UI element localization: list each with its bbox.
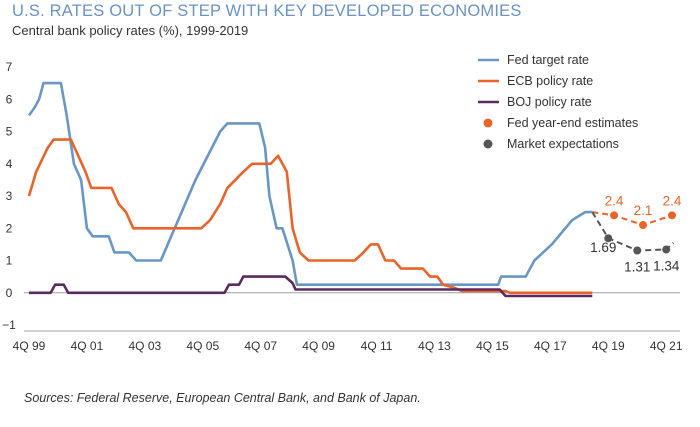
data-point <box>639 221 648 230</box>
y-tick-label: 7 <box>6 60 13 74</box>
series-line <box>27 81 593 286</box>
x-tick-label: 4Q 01 <box>71 339 104 353</box>
x-tick-label: 4Q 13 <box>418 339 451 353</box>
y-tick-label: 4 <box>6 157 13 171</box>
data-label: 1.69 <box>590 240 616 255</box>
dashed-projection-line <box>592 211 673 227</box>
data-label: 2.4 <box>663 193 682 208</box>
x-tick-label: 4Q 21 <box>650 339 683 353</box>
series-line <box>27 138 593 295</box>
x-tick-label: 4Q 17 <box>534 339 567 353</box>
chart-title: U.S. RATES OUT OF STEP WITH KEY DEVELOPE… <box>12 2 522 20</box>
legend-label: Market expectations <box>507 137 619 151</box>
data-label: 1.34 <box>653 259 680 274</box>
y-tick-label: −1 <box>2 318 16 332</box>
x-tick-label: 4Q 11 <box>361 339 393 353</box>
legend-label: Fed target rate <box>507 53 589 67</box>
data-label: 2.1 <box>634 203 653 218</box>
y-tick-label: 1 <box>6 254 13 268</box>
y-tick-label: 0 <box>6 286 13 300</box>
series-markers: 2.4 2.1 2.4 1.69 1.31 1.34 <box>590 193 682 274</box>
y-tick-label: 6 <box>6 92 13 106</box>
x-tick-label: 4Q 05 <box>186 339 219 353</box>
x-tick-label: 4Q 19 <box>592 339 625 353</box>
x-tick-label: 4Q 09 <box>302 339 335 353</box>
x-tick-label: 4Q 03 <box>129 339 162 353</box>
series-line <box>29 275 593 298</box>
y-tick-label: 2 <box>6 221 13 235</box>
data-point <box>668 211 676 220</box>
y-tick-label: 5 <box>6 125 13 139</box>
x-tick-label: 4Q 07 <box>244 339 277 353</box>
data-point <box>662 245 671 254</box>
data-label: 1.31 <box>624 260 650 275</box>
x-tick-label: 4Q 99 <box>13 339 46 353</box>
data-point <box>604 234 613 243</box>
axes: −1 0 1 2 3 4 5 6 7 4Q 99 4Q 01 4Q 03 4Q 05 4Q 07 4Q 09… <box>2 60 683 353</box>
y-tick-label: 3 <box>6 189 13 203</box>
data-label: 2.4 <box>605 193 624 208</box>
legend-swatch <box>483 118 493 128</box>
legend-label: Fed year-end estimates <box>507 116 638 130</box>
legend: Fed target rate ECB policy rate BOJ policy… <box>478 53 638 151</box>
legend-label: ECB policy rate <box>507 74 593 88</box>
data-point <box>610 211 619 220</box>
legend-label: BOJ policy rate <box>507 95 592 109</box>
x-tick-label: 4Q 15 <box>476 339 509 353</box>
legend-swatch <box>483 139 493 149</box>
data-point <box>633 246 642 255</box>
chart-subtitle: Central bank policy rates (%), 1999-2019 <box>12 23 249 38</box>
source-note: Sources: Federal Reserve, European Centr… <box>24 391 421 405</box>
